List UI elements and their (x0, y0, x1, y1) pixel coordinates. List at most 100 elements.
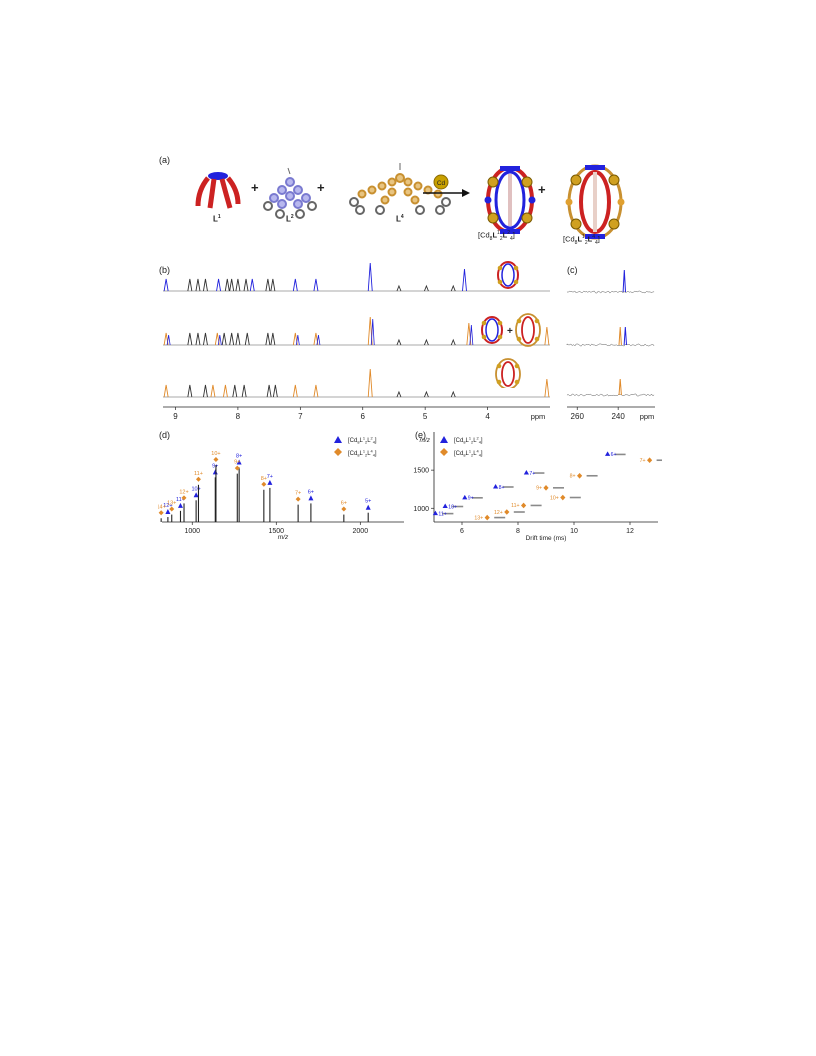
nmr-peak (450, 338, 456, 346)
nmr-peak (266, 384, 272, 398)
nmr-tick-label: 5 (423, 412, 428, 421)
ms-tick-label: 2000 (353, 528, 369, 535)
ligand-l2-label: L2 (286, 214, 294, 224)
small-cage-mixture-icon: + (481, 313, 541, 347)
cd-tick-label: 240 (611, 412, 625, 421)
cadmium-reagent-icon: Cd (423, 174, 470, 197)
ligand-l4-drawing (349, 163, 451, 215)
legend-label: [Cd8L12L24] (348, 436, 377, 445)
nmr-peak (216, 278, 221, 292)
ms-charge-label: 8+ (236, 453, 242, 459)
ms-peak-diamond-icon (261, 481, 267, 487)
nmr-peak (270, 278, 276, 292)
nmr-peak (423, 390, 429, 398)
ms-charge-label: 6+ (341, 501, 347, 507)
nmr-peak (221, 332, 227, 346)
cage-l4-drawing (565, 164, 625, 240)
ms-charge-label: 8+ (261, 476, 267, 482)
ims-y-tick-label: 1500 (413, 468, 429, 475)
nmr-peak (272, 384, 278, 398)
cd-nmr-chart: 260 240 ppm (566, 269, 655, 421)
nmr-peak (396, 338, 402, 346)
nmr-peak (295, 334, 300, 346)
plus-sign-2: + (317, 180, 325, 195)
ims-point-diamond-icon (521, 502, 527, 509)
nmr-peak (270, 332, 276, 346)
nmr-peak (217, 334, 222, 346)
nmr-tick-label: 8 (236, 412, 241, 421)
cd-axis-label: ppm (640, 412, 655, 421)
nmr-peak (195, 278, 201, 292)
ims-x-tick-label: 6 (460, 528, 464, 535)
legend-label: [Cd8L12L44] (348, 449, 377, 458)
ms-peak-triangle-icon (212, 469, 218, 475)
ms-peak-diamond-icon (195, 476, 201, 482)
nmr-peak (462, 268, 467, 292)
nmr-peak (396, 284, 402, 292)
nmr-peak (187, 278, 193, 292)
cd-peak (622, 269, 627, 293)
nmr-peak (203, 332, 208, 346)
ims-charge-label: 12+ (494, 510, 503, 516)
legend-label: [Cd8L12L24] (454, 436, 483, 445)
ims-charge-label: 8+ (499, 485, 505, 491)
ligand-l1-drawing (195, 172, 241, 209)
ims-point-diamond-icon (543, 485, 549, 491)
ims-charge-label: 13+ (474, 515, 483, 521)
nmr-peak (469, 324, 474, 346)
ims-x-axis-label: Drift time (ms) (526, 535, 567, 542)
nmr-tick-label: 9 (173, 412, 178, 421)
ms-charge-label: 12+ (179, 489, 188, 495)
ms-charge-label: 12+ (163, 503, 172, 509)
panel-e-label: (e) (415, 430, 426, 440)
nmr-peak (222, 384, 228, 398)
ms-charge-label: 9+ (234, 460, 240, 466)
panel-c-label: (c) (567, 265, 578, 275)
ligand-l4-label: L4 (396, 214, 404, 224)
svg-text:+: + (507, 326, 513, 337)
legend-diamond-icon (334, 448, 342, 456)
ms-charge-label: 7+ (267, 474, 273, 480)
ms-peak-triangle-icon (267, 479, 273, 485)
nmr-peak (292, 278, 298, 292)
legend-triangle-icon (440, 436, 448, 443)
ims-x-tick-label: 12 (626, 528, 634, 535)
reaction-scheme: Cd (195, 163, 625, 240)
ms-peak-triangle-icon (365, 504, 371, 510)
cd-peak (618, 378, 622, 396)
ms-legend: [Cd8L12L24] [Cd8L12L44] (334, 436, 377, 458)
nmr-peak (195, 332, 201, 346)
ims-point-triangle-icon (462, 494, 468, 500)
ims-charge-label: 7+ (640, 458, 646, 464)
cd-tick-label: 260 (571, 412, 585, 421)
product-l4-label: [Cd8L12L44] (563, 234, 600, 246)
nmr-peak (367, 368, 373, 398)
nmr-tick-label: 4 (485, 412, 490, 421)
nmr-peak (265, 278, 271, 292)
nmr-peak (244, 332, 250, 346)
nmr-peak (163, 384, 169, 398)
ms-peak-triangle-icon (308, 495, 314, 501)
ims-point-triangle-icon (432, 510, 438, 516)
nmr-peak (370, 318, 375, 346)
nmr-tick-label: 7 (298, 412, 303, 421)
ims-point-triangle-icon (523, 470, 529, 475)
ims-legend: [Cd8L12L24] [Cd8L12L44] (440, 436, 483, 458)
small-cage-gold-icon (495, 358, 521, 388)
ms-peak-diamond-icon (295, 496, 301, 502)
nmr-peak (265, 332, 271, 346)
cage-l2-drawing (484, 166, 536, 234)
ms-charge-label: 9+ (212, 463, 218, 469)
ims-point-diamond-icon (560, 494, 566, 501)
nmr-spectra-chart: 9 8 7 6 5 4 ppm (163, 262, 550, 421)
ms-peak-diamond-icon (213, 456, 219, 462)
ms-tick-label: 1000 (184, 528, 200, 535)
ims-charge-label: 7+ (529, 471, 535, 477)
ms-charge-label: 10+ (211, 451, 220, 457)
ms-peak-diamond-icon (169, 506, 175, 512)
nmr-peak (203, 384, 208, 398)
ms-charge-label: 7+ (295, 491, 301, 497)
nmr-peak (313, 278, 319, 292)
nmr-peak (210, 384, 216, 398)
legend-triangle-icon (334, 436, 342, 443)
